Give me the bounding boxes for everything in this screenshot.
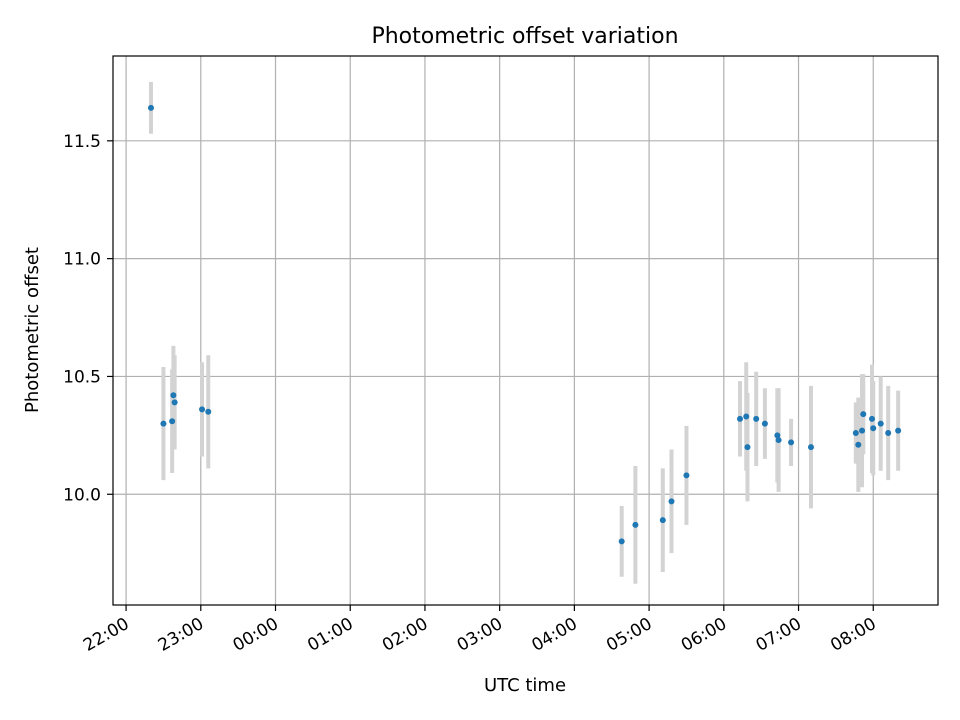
data-point bbox=[774, 432, 781, 439]
y-tick-label: 10.0 bbox=[63, 485, 101, 505]
data-point bbox=[761, 420, 768, 427]
data-point bbox=[852, 429, 859, 436]
x-tick-label: 02:00 bbox=[379, 614, 431, 656]
data-point bbox=[744, 444, 751, 451]
y-tick-label: 11.0 bbox=[63, 250, 101, 270]
x-axis-label: UTC time bbox=[484, 675, 566, 696]
data-point bbox=[775, 437, 782, 444]
chart-title: Photometric offset variation bbox=[371, 24, 678, 49]
data-point bbox=[743, 413, 750, 420]
x-tick-label: 06:00 bbox=[678, 614, 730, 656]
data-point bbox=[199, 406, 206, 413]
data-point bbox=[683, 472, 690, 479]
data-point bbox=[160, 420, 167, 427]
y-tick-label: 10.5 bbox=[63, 367, 101, 387]
data-point bbox=[885, 429, 892, 436]
x-tick-label: 03:00 bbox=[454, 614, 506, 656]
data-point bbox=[869, 415, 875, 422]
error-bars bbox=[148, 81, 901, 584]
data-point bbox=[895, 427, 902, 434]
data-point bbox=[753, 415, 760, 422]
data-point bbox=[788, 439, 795, 446]
data-point bbox=[205, 408, 212, 415]
data-point bbox=[668, 498, 675, 505]
x-tick-label: 22:00 bbox=[80, 614, 132, 656]
y-axis-label: Photometric offset bbox=[22, 247, 43, 413]
data-point bbox=[737, 415, 743, 422]
data-point bbox=[855, 441, 862, 448]
data-point bbox=[632, 521, 639, 528]
plot-frame bbox=[112, 55, 939, 606]
data-point bbox=[870, 425, 877, 432]
data-point bbox=[659, 517, 666, 524]
x-axis-ticks: 22:00 23:00 00:00 01:00 02:00 03:00 04:00 05:00… bbox=[80, 605, 880, 656]
data-point bbox=[171, 399, 178, 406]
data-point bbox=[147, 104, 154, 111]
data-point bbox=[860, 411, 867, 418]
y-tick-label: 11.5 bbox=[63, 132, 101, 152]
data-point bbox=[618, 538, 625, 545]
x-tick-label: 07:00 bbox=[753, 614, 805, 656]
x-tick-label: 08:00 bbox=[827, 614, 879, 656]
grid bbox=[113, 56, 938, 605]
x-tick-label: 00:00 bbox=[230, 614, 282, 656]
x-tick-label: 23:00 bbox=[155, 614, 207, 656]
data-point bbox=[877, 420, 884, 427]
x-tick-label: 05:00 bbox=[603, 614, 655, 656]
x-tick-label: 04:00 bbox=[528, 614, 580, 656]
data-points bbox=[147, 104, 902, 545]
data-point bbox=[169, 418, 176, 425]
x-tick-label: 01:00 bbox=[304, 614, 356, 656]
data-point bbox=[170, 392, 177, 399]
data-point bbox=[807, 444, 814, 451]
y-axis-ticks: 10.0 10.5 11.0 11.5 bbox=[63, 132, 113, 505]
data-point bbox=[859, 427, 866, 434]
